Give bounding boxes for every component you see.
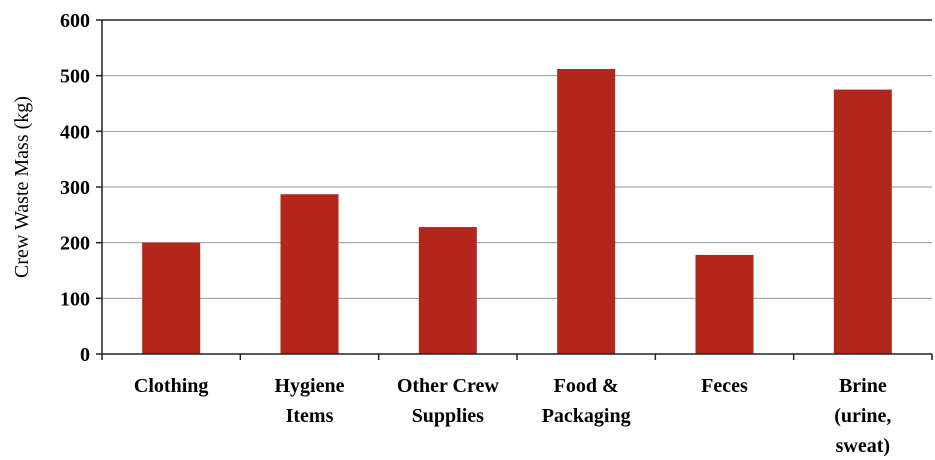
x-category-labels: Clothing Hygiene Items Other Crew Supplies Fo… (134, 375, 892, 457)
gridlines (102, 75, 932, 299)
y-tick-label: 100 (60, 288, 90, 310)
y-tick-label: 200 (60, 233, 90, 255)
bar (833, 89, 892, 354)
x-category-label-line: Hygiene (275, 375, 345, 397)
x-category-label-line: Items (286, 405, 334, 427)
x-category-label-line: Packaging (542, 405, 631, 427)
bar (695, 254, 754, 354)
x-category-label: Other Crew Supplies (397, 375, 500, 427)
y-tick-label: 600 (60, 10, 90, 32)
bar (142, 242, 201, 354)
x-category-label: Hygiene Items (275, 375, 345, 427)
x-category-label-line: Other Crew (397, 375, 500, 397)
bar (418, 227, 477, 354)
x-category-label: Clothing (134, 375, 208, 397)
x-category-label-line: Supplies (412, 405, 484, 427)
x-category-label-line: Feces (701, 375, 748, 397)
x-category-label-line: Clothing (134, 375, 208, 397)
x-category-label: Food & Packaging (542, 375, 631, 427)
x-category-label: Brine (urine, sweat) (834, 375, 891, 457)
y-tick-labels: 0 100 200 300 400 500 600 (60, 10, 90, 366)
axes (96, 19, 933, 360)
bar (280, 194, 339, 354)
x-category-label: Feces (701, 375, 748, 397)
y-tick-label: 400 (60, 121, 90, 143)
bars (142, 68, 892, 354)
x-category-label-line: Brine (839, 375, 887, 397)
x-category-label-line: Food & (554, 375, 619, 397)
bar (557, 68, 616, 354)
x-category-label-line: (urine, (834, 405, 891, 427)
y-tick-label: 0 (80, 344, 90, 366)
y-axis-title: Crew Waste Mass (kg) (11, 96, 33, 278)
y-tick-label: 300 (60, 177, 90, 199)
y-tick-label: 500 (60, 66, 90, 88)
x-category-label-line: sweat) (836, 435, 890, 457)
